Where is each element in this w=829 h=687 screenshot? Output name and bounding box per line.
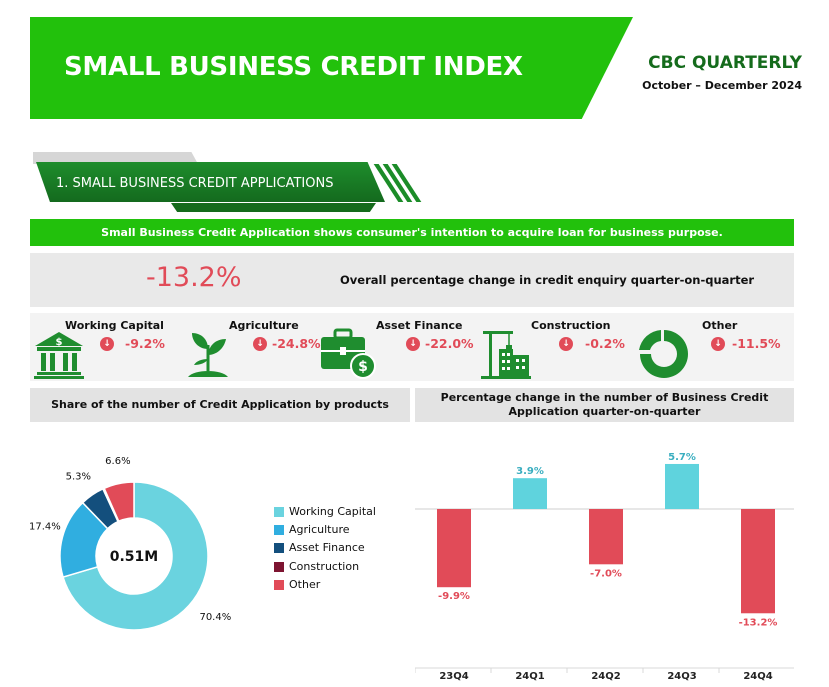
category-name: Asset Finance: [376, 319, 463, 332]
x-tick-label: 24Q1: [515, 671, 544, 682]
brand-name: CBC QUARTERLY: [648, 53, 802, 73]
legend-item: Construction: [274, 560, 359, 573]
donut-slice-label: 6.6%: [105, 456, 130, 467]
bank-icon: $: [34, 332, 84, 379]
donut-chart-title: Share of the number of Credit Applicatio…: [30, 388, 410, 422]
legend-label: Other: [289, 578, 321, 591]
bar-value-label: -9.9%: [438, 591, 470, 602]
x-tick-label: 24Q2: [591, 671, 620, 682]
legend-label: Agriculture: [289, 523, 350, 536]
overall-description: Overall percentage change in credit enqu…: [340, 273, 755, 287]
category-name: Working Capital: [65, 319, 164, 332]
section-tab-shadow: [171, 203, 376, 212]
legend-label: Construction: [289, 560, 360, 573]
down-arrow-icon: ↓: [559, 337, 573, 351]
x-tick-label: 23Q4: [439, 671, 468, 682]
category-name: Other: [702, 319, 738, 332]
legend-swatch: [274, 542, 284, 553]
svg-text:$: $: [358, 359, 368, 375]
plant-icon: [188, 333, 228, 377]
section-tab: [36, 162, 385, 202]
bar: [665, 463, 699, 509]
section-subtitle: Small Business Credit Application shows …: [30, 219, 794, 246]
bar: [741, 509, 775, 614]
bar-value-label: 5.7%: [668, 452, 696, 463]
down-arrow-icon: ↓: [711, 337, 725, 351]
construction-icon: [481, 331, 531, 379]
svg-text:$: $: [56, 337, 63, 348]
legend-item: Agriculture: [274, 523, 350, 536]
bar: [513, 478, 547, 509]
legend-swatch: [274, 579, 284, 590]
x-tick-label: 24Q3: [667, 671, 696, 682]
page-title: SMALL BUSINESS CREDIT INDEX: [64, 52, 523, 82]
header-banner: [30, 17, 633, 119]
legend-label: Working Capital: [289, 505, 376, 518]
donut-slice-label: 70.4%: [199, 612, 231, 623]
bar: [437, 509, 471, 588]
section-title: 1. SMALL BUSINESS CREDIT APPLICATIONS: [56, 176, 334, 191]
down-arrow-icon: ↓: [100, 337, 114, 351]
bar: [589, 509, 623, 565]
donut-chart: 70.4% 17.4% 5.3% 6.6% 0.51M: [30, 456, 231, 631]
donut-slice-label: 5.3%: [66, 471, 91, 482]
bar-value-label: 3.9%: [516, 466, 544, 477]
category-pct: -11.5%: [732, 336, 781, 351]
bar-value-label: -7.0%: [590, 568, 622, 579]
down-arrow-icon: ↓: [253, 337, 267, 351]
donut-slice-label: 17.4%: [30, 522, 61, 533]
category-name: Construction: [531, 319, 611, 332]
section-tab-back: [33, 152, 198, 164]
report-period: October – December 2024: [642, 79, 802, 92]
bar-chart: -9.9% 23Q4 3.9% 24Q1 -7.0% 24Q2 5.7% 24Q3 -13.2%…: [415, 452, 794, 682]
legend-label: Asset Finance: [289, 541, 365, 554]
category-pct: -24.8%: [272, 336, 321, 351]
x-tick-label: 24Q4: [743, 671, 772, 682]
category-pct: -0.2%: [585, 336, 625, 351]
category-pct: -22.0%: [425, 336, 474, 351]
legend-item: Working Capital: [274, 505, 376, 518]
overall-value: -13.2%: [146, 262, 242, 293]
donut-center-label: 0.51M: [110, 549, 158, 565]
briefcase-dollar-icon: $: [321, 328, 376, 379]
legend-swatch: [274, 561, 284, 572]
overall-panel: [30, 253, 794, 307]
down-arrow-icon: ↓: [406, 337, 420, 351]
category-pct: -9.2%: [125, 336, 165, 351]
category-name: Agriculture: [229, 319, 299, 332]
legend-item: Asset Finance: [274, 541, 365, 554]
donut-slice: [62, 481, 209, 631]
donut-icon: [639, 330, 688, 378]
legend-item: Other: [274, 578, 320, 591]
bar-chart-title: Percentage change in the number of Busin…: [415, 388, 794, 422]
legend-swatch: [274, 524, 284, 535]
legend-swatch: [274, 506, 284, 517]
donut-slice: [103, 481, 135, 523]
bar-value-label: -13.2%: [739, 617, 778, 628]
